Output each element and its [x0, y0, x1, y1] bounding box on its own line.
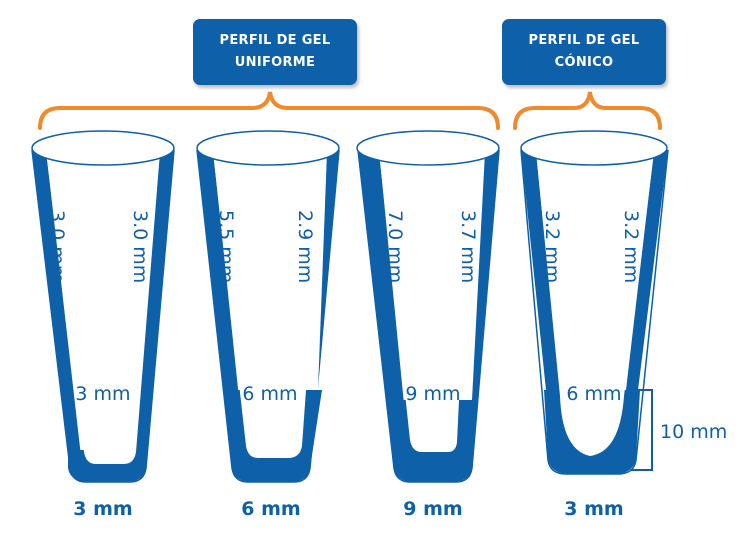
tube-2-left-wall-label: 5.5 mm: [215, 210, 237, 283]
tube-3-bottom-label: 9 mm: [405, 383, 460, 405]
tube-4-outline: [520, 149, 669, 475]
tube-2-outline: [196, 149, 340, 483]
tube-4-gel-left: [521, 150, 560, 390]
tube-3-rim: [356, 130, 500, 166]
tube-4-right-wall-label: 3.2 mm: [620, 210, 642, 283]
tube-1-right-wall-label: 3.0 mm: [129, 210, 151, 283]
tube-2-right-wall-label: 2.9 mm: [294, 210, 316, 283]
conic-label-line1: PERFIL DE GEL: [528, 33, 640, 48]
tube-1-bottom-label: 3 mm: [75, 383, 130, 405]
tube-1-rim: [31, 130, 175, 166]
uniform-label-line1: PERFIL DE GEL: [219, 33, 331, 48]
tube-3: [356, 130, 500, 483]
tube-1-left-wall-label: 3.0 mm: [46, 210, 68, 283]
tube-2: [196, 130, 340, 483]
tube-1-base-label: 3 mm: [73, 498, 132, 520]
tube-1-outline: [31, 149, 175, 483]
tube-2-bottom-label: 6 mm: [242, 383, 297, 405]
tube-1: [31, 130, 175, 483]
tube-2-inner: [213, 152, 327, 458]
tube-1-inner: [46, 152, 160, 464]
tube-3-gel-left: [358, 150, 410, 465]
tube-3-right-wall-label: 3.7 mm: [457, 210, 479, 283]
tube-3-left-wall-label: 7.0 mm: [384, 210, 406, 283]
height-marker-label: 10 mm: [660, 421, 727, 443]
tube-4-base-label: 3 mm: [564, 498, 623, 520]
tube-2-gel-left: [197, 150, 246, 465]
uniform-bracket: [38, 91, 500, 130]
height-marker-bracket: [630, 389, 653, 471]
conic-label-line2: CÓNICO: [554, 55, 614, 70]
tube-2-base-label: 6 mm: [241, 498, 300, 520]
tube-4-bottom-label: 6 mm: [566, 383, 621, 405]
uniform-label-line2: UNIFORME: [234, 55, 316, 70]
tube-3-outline: [357, 149, 500, 483]
uniform-profile-label: PERFIL DE GEL UNIFORME: [193, 19, 357, 85]
tube-1-gel-right: [134, 150, 174, 465]
tube-3-base-label: 9 mm: [403, 498, 462, 520]
conic-bracket: [513, 91, 662, 130]
tube-4-left-wall-label: 3.2 mm: [541, 210, 563, 283]
tube-2-rim: [196, 130, 340, 166]
tube-4-inner: [536, 152, 654, 456]
tube-4: [520, 130, 669, 475]
tube-1-gel-left: [32, 150, 82, 465]
conic-profile-label: PERFIL DE GEL CÓNICO: [502, 19, 666, 85]
tube-3-inner: [379, 152, 485, 452]
tube-4-gel-right: [626, 150, 668, 390]
tube-4-rim: [520, 130, 668, 166]
